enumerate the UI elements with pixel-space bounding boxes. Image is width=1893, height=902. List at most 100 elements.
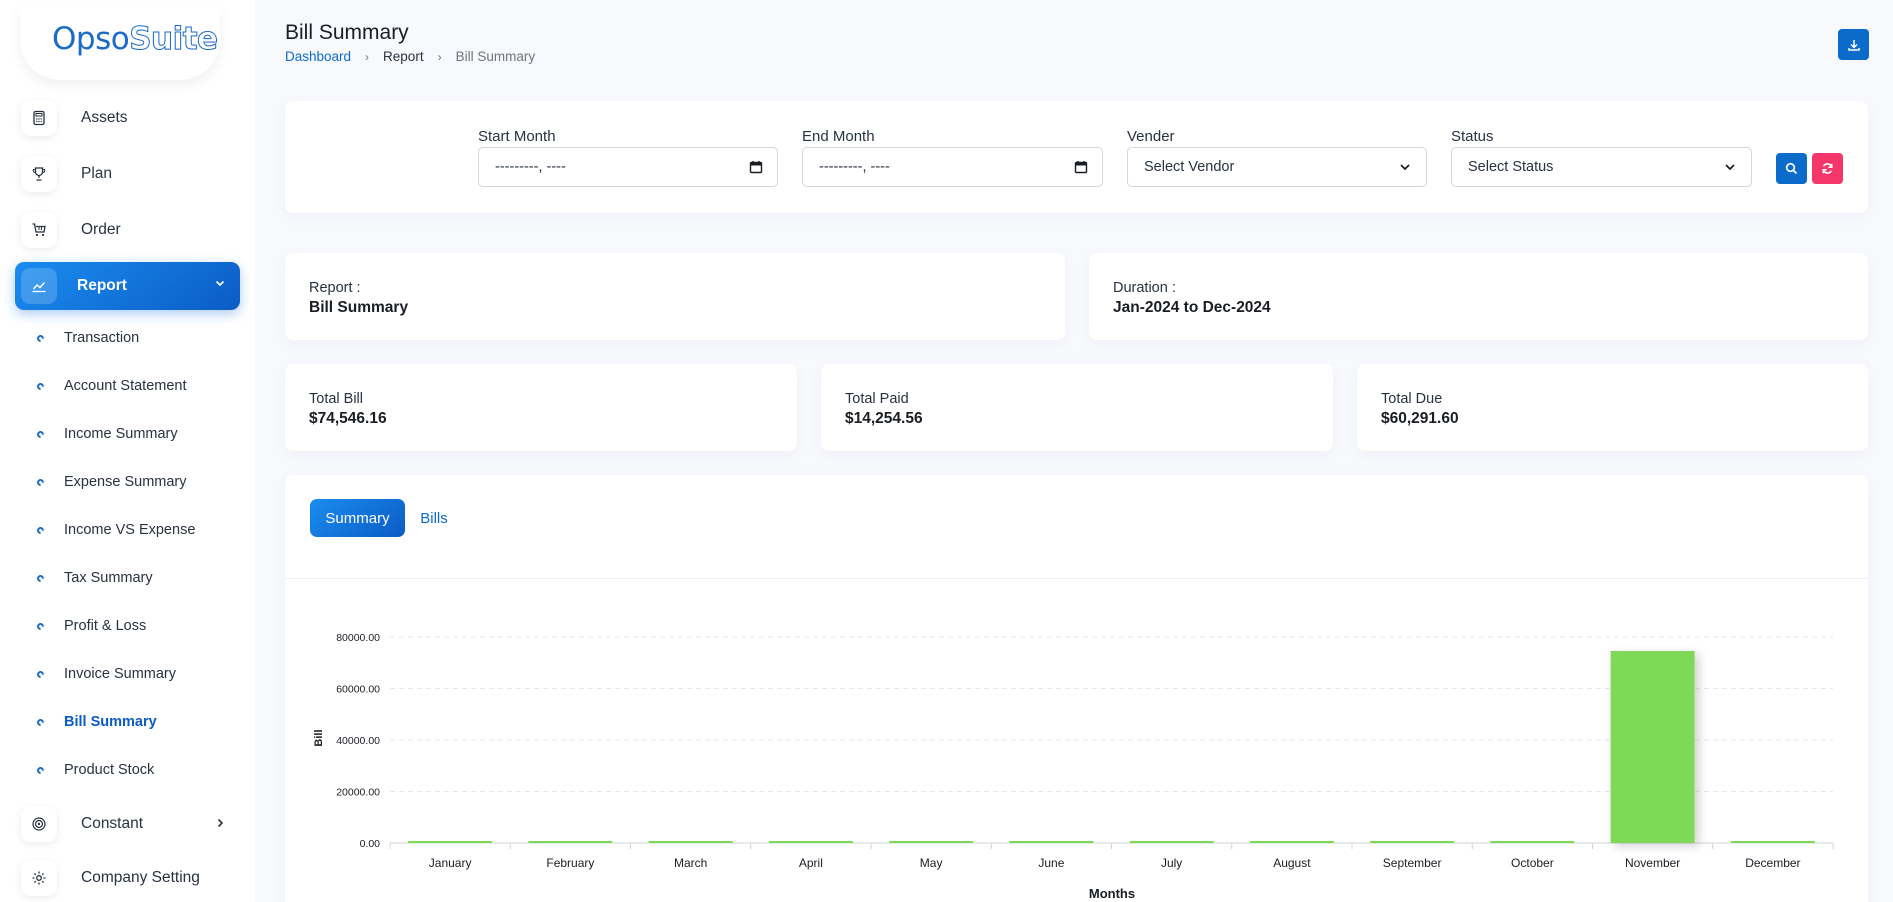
tab-summary[interactable]: Summary xyxy=(310,499,405,537)
chart-bar[interactable] xyxy=(1610,651,1695,843)
page-title: Bill Summary xyxy=(285,21,409,44)
chart-x-axis: January February March April May June July Augu… xyxy=(389,843,1834,870)
chart-bar[interactable] xyxy=(1249,841,1334,843)
sidebar-item-company-setting[interactable]: Company Setting xyxy=(15,854,240,902)
end-month-input[interactable]: ---------, ---- xyxy=(802,147,1103,187)
sidebar-sub-tax-summary[interactable]: Tax Summary xyxy=(35,570,153,586)
breadcrumb-current: Bill Summary xyxy=(455,49,536,64)
search-button[interactable] xyxy=(1776,153,1807,184)
search-icon xyxy=(1785,162,1798,175)
sidebar-sub-profit-loss[interactable]: Profit & Loss xyxy=(35,618,146,634)
chart-y-axis-label: Bill xyxy=(313,729,325,746)
total-paid-card xyxy=(821,364,1333,451)
calendar-icon[interactable] xyxy=(749,160,763,178)
logo-text-suite: Suite xyxy=(129,21,219,58)
breadcrumb-dashboard[interactable]: Dashboard xyxy=(285,49,352,64)
chart-bar[interactable] xyxy=(1129,841,1214,843)
sidebar-sub-income-vs-expense[interactable]: Income VS Expense xyxy=(35,522,196,538)
x-tick-label: April xyxy=(799,856,823,870)
download-button[interactable] xyxy=(1838,29,1869,60)
chevron-right-icon: › xyxy=(365,49,370,64)
sidebar-item-plan[interactable]: Plan xyxy=(15,150,240,198)
bullet-icon xyxy=(35,621,46,631)
start-month-input[interactable]: ---------, ---- xyxy=(478,147,778,187)
logo-backdrop xyxy=(20,4,220,80)
report-label: Report : xyxy=(309,280,361,296)
spiral-icon xyxy=(21,806,57,842)
x-tick-label: October xyxy=(1511,856,1554,870)
x-tick-label: August xyxy=(1273,856,1311,870)
refresh-icon xyxy=(1822,163,1833,174)
app-logo[interactable]: Opso Suite xyxy=(52,14,219,64)
vendor-select-value: Select Vendor xyxy=(1144,159,1235,175)
vendor-select[interactable]: Select Vendor xyxy=(1127,147,1427,187)
duration-value: Jan-2024 to Dec-2024 xyxy=(1113,299,1271,316)
duration-card xyxy=(1089,253,1868,340)
cart-icon xyxy=(21,212,57,248)
sidebar-sub-bill-summary[interactable]: Bill Summary xyxy=(35,714,157,730)
bullet-icon xyxy=(35,429,46,439)
logo-text-opso: Opso xyxy=(52,21,130,57)
chart-bar[interactable] xyxy=(648,841,733,843)
sidebar-item-constant[interactable]: Constant xyxy=(15,800,240,848)
chart-bar[interactable] xyxy=(1009,841,1094,843)
sidebar-item-order[interactable]: Order xyxy=(15,206,240,254)
total-due-value: $60,291.60 xyxy=(1381,410,1459,427)
sidebar-item-label: Company Setting xyxy=(81,869,200,886)
x-tick-label: November xyxy=(1625,856,1680,870)
sidebar-sub-account-statement[interactable]: Account Statement xyxy=(35,378,187,394)
y-tick-label: 80000.00 xyxy=(336,632,380,644)
sidebar-item-assets[interactable]: Assets xyxy=(15,94,240,142)
chart-bar[interactable] xyxy=(1730,841,1815,843)
sidebar-sub-label: Account Statement xyxy=(64,378,187,394)
chart-bar[interactable] xyxy=(528,841,613,843)
chart-line-icon xyxy=(21,268,57,304)
total-paid-value: $14,254.56 xyxy=(845,410,923,427)
sidebar-item-label: Assets xyxy=(81,109,128,126)
chevron-down-icon xyxy=(1723,160,1737,178)
sidebar-sub-product-stock[interactable]: Product Stock xyxy=(35,762,155,778)
total-due-card xyxy=(1357,364,1868,451)
bullet-icon xyxy=(35,765,46,775)
chart-bar[interactable] xyxy=(889,841,974,843)
sidebar-item-label: Order xyxy=(81,221,121,238)
y-tick-label: 20000.00 xyxy=(336,787,380,799)
reset-button[interactable] xyxy=(1812,153,1843,184)
bullet-icon xyxy=(35,669,46,679)
x-tick-label: June xyxy=(1038,856,1064,870)
gear-icon xyxy=(21,860,57,896)
sidebar-item-report[interactable]: Report xyxy=(15,262,240,310)
status-select[interactable]: Select Status xyxy=(1451,147,1752,187)
calendar-icon[interactable] xyxy=(1074,160,1088,178)
total-paid-label: Total Paid xyxy=(845,391,909,407)
chart-bar[interactable] xyxy=(1490,841,1575,843)
sidebar-sub-label: Product Stock xyxy=(64,762,155,778)
chevron-right-icon xyxy=(214,816,226,832)
sidebar-sub-label: Invoice Summary xyxy=(64,666,177,682)
x-tick-label: February xyxy=(546,856,594,870)
chart-bar[interactable] xyxy=(408,841,493,843)
bill-summary-chart: 0.00 20000.00 40000.00 60000.00 80000.00 Jan… xyxy=(313,632,1834,901)
sidebar-sub-label: Income VS Expense xyxy=(64,522,196,538)
start-month-value: ---------, ---- xyxy=(495,159,566,175)
chart-bars xyxy=(408,651,1815,843)
sidebar-sub-income-summary[interactable]: Income Summary xyxy=(35,426,178,442)
x-tick-label: May xyxy=(920,856,943,870)
status-select-value: Select Status xyxy=(1468,159,1554,175)
chart-bar[interactable] xyxy=(768,841,853,843)
sidebar-sub-invoice-summary[interactable]: Invoice Summary xyxy=(35,666,177,682)
sidebar-sub-label: Bill Summary xyxy=(64,714,157,730)
x-tick-label: December xyxy=(1745,856,1800,870)
tab-bills[interactable]: Bills xyxy=(420,509,448,527)
sidebar-sub-transaction[interactable]: Transaction xyxy=(35,330,139,346)
chart-bar[interactable] xyxy=(1370,841,1455,843)
end-month-value: ---------, ---- xyxy=(819,159,890,175)
sidebar-sub-expense-summary[interactable]: Expense Summary xyxy=(35,474,187,490)
trophy-icon xyxy=(21,156,57,192)
total-bill-value: $74,546.16 xyxy=(309,410,387,427)
sidebar-item-label: Plan xyxy=(81,165,113,182)
total-bill-card xyxy=(285,364,797,451)
y-tick-label: 0.00 xyxy=(360,838,381,850)
bullet-icon xyxy=(35,333,46,343)
y-tick-label: 60000.00 xyxy=(336,684,380,696)
